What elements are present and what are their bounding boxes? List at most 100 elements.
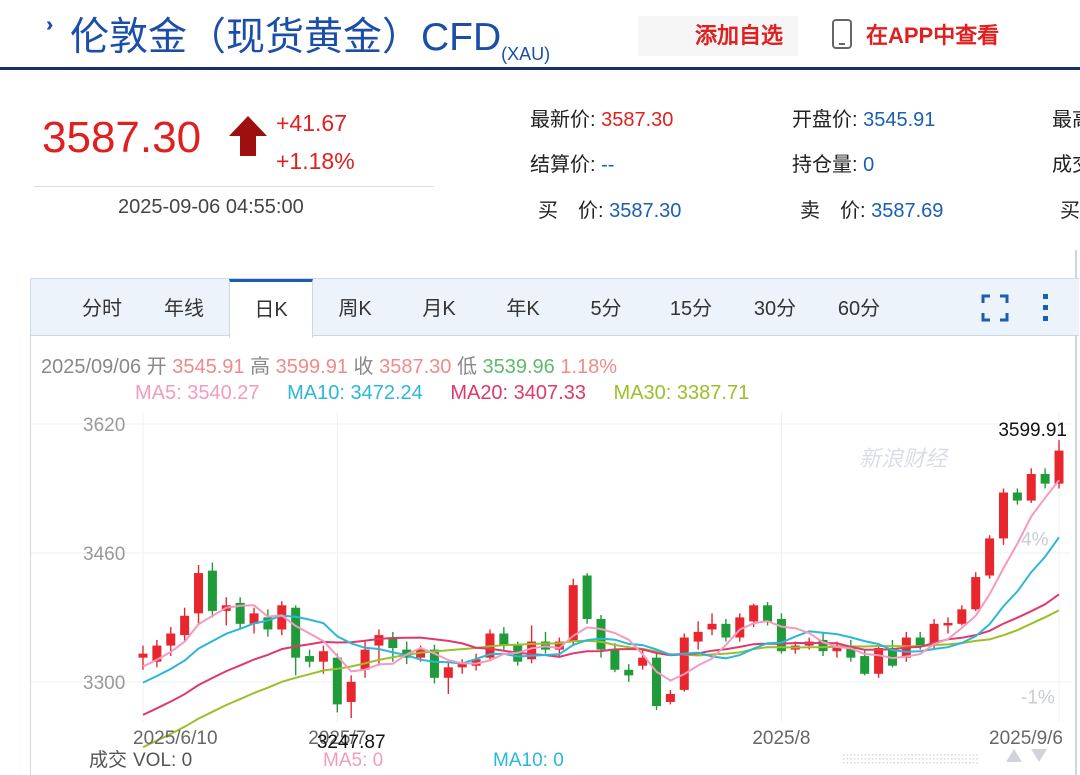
- quote-field-label: 最新价:: [530, 109, 602, 131]
- scroll-dot: [922, 762, 924, 764]
- tab-60min[interactable]: 60分: [837, 298, 881, 320]
- scroll-dot: [879, 762, 881, 764]
- candle-body: [721, 623, 731, 638]
- price-annotation: 3599.91: [998, 420, 1067, 441]
- tab-5min[interactable]: 5分: [590, 298, 622, 320]
- tab-15min[interactable]: 15分: [669, 298, 713, 320]
- scroll-dot: [972, 762, 975, 764]
- scroll-dot: [940, 758, 942, 760]
- candle-body: [318, 651, 328, 662]
- scroll-dot: [947, 762, 949, 764]
- kline-chart[interactable]: 新浪财经 3620 3460 3300 4% -1% 2025/6/10 2025/7 202…: [31, 406, 1076, 775]
- scroll-dot: [951, 758, 953, 760]
- scroll-dot: [943, 762, 946, 764]
- candle-body: [860, 656, 870, 674]
- quote-field-high: 最高: [1052, 103, 1080, 132]
- more-options-icon[interactable]: [1035, 291, 1057, 325]
- scroll-dot: [882, 758, 885, 760]
- scroll-dot: [936, 758, 939, 760]
- price-change: +41.67: [276, 110, 347, 136]
- quote-field-label: 卖 价:: [800, 200, 872, 222]
- scroll-dot: [969, 762, 971, 764]
- info-date: 2025/09/06: [41, 356, 142, 378]
- scroll-dot: [954, 754, 957, 756]
- candle-body: [749, 605, 759, 622]
- fullscreen-icon[interactable]: [981, 294, 1009, 322]
- tab-monthly-k[interactable]: 月K: [422, 298, 456, 320]
- candle-body: [693, 631, 703, 642]
- tab-yearly-k[interactable]: 年K: [506, 298, 540, 320]
- scroll-dot: [886, 758, 888, 760]
- scroll-dot: [922, 758, 924, 760]
- chart-panel: 分时 年线 日K 周K 月K 年K 5分 15分 30分 60分 2025/09…: [30, 278, 1080, 775]
- candle-body: [388, 637, 398, 648]
- tab-timeshare[interactable]: 分时: [82, 298, 122, 320]
- candle-body: [568, 585, 578, 642]
- scroll-dot: [897, 762, 899, 764]
- info-pct: 1.18%: [560, 356, 618, 378]
- tab-year-line[interactable]: 年线: [164, 298, 204, 320]
- candle-body: [457, 664, 467, 668]
- title-main: 伦敦金（现货黄金）CFD: [70, 16, 502, 59]
- candle-body: [263, 617, 273, 630]
- scroll-dot: [922, 754, 924, 756]
- volume-label: 成交: [89, 749, 127, 771]
- scroll-dot: [868, 762, 870, 764]
- scroll-dot: [889, 762, 892, 764]
- scroll-dot: [897, 754, 899, 756]
- scroll-dot: [929, 758, 931, 760]
- scroll-dot: [958, 762, 960, 764]
- candle-body: [971, 577, 981, 610]
- scroll-dot: [900, 762, 903, 764]
- x-tick-label: 2025/7: [308, 728, 366, 749]
- candle-body: [374, 635, 384, 646]
- scroll-dot: [904, 762, 906, 764]
- title-bar: ›› 伦敦金（现货黄金）CFD(XAU) 添加自选 在APP中查看: [0, 0, 1080, 70]
- candle-body: [707, 623, 717, 630]
- tab-weekly-k[interactable]: 周K: [338, 298, 372, 320]
- tab-daily-k[interactable]: 日K: [229, 279, 313, 338]
- axis-labels: 3620 3460 3300 4% -1% 2025/6/10 2025/7 2025/8 20…: [83, 415, 1067, 753]
- info-close-label: 收: [353, 356, 374, 378]
- candle-body: [832, 645, 842, 652]
- price-annotation: 3247.87: [317, 732, 386, 753]
- volume-vol: VOL: 0: [133, 750, 192, 771]
- candle-body: [138, 653, 148, 658]
- candle-body: [249, 613, 259, 624]
- quote-field-label: 最高: [1052, 109, 1080, 131]
- scroll-dot: [911, 754, 913, 756]
- candle-body: [194, 573, 204, 614]
- quote-field-value: 3587.30: [601, 109, 674, 131]
- scroll-dot: [861, 758, 863, 760]
- quote-time: 2025-09-06 04:55:00: [118, 196, 304, 218]
- volume-ma10: MA10: 0: [493, 750, 564, 771]
- scroll-dot: [900, 754, 903, 756]
- quote-field-value: --: [601, 154, 615, 176]
- right-tick-label: 4%: [1021, 529, 1049, 550]
- candle-body: [443, 667, 453, 678]
- scroll-dot: [850, 762, 852, 764]
- scroll-dot: [918, 754, 921, 756]
- x-tick-label: 2025/6/10: [133, 728, 218, 749]
- candle-body: [152, 645, 162, 662]
- ma20-legend: MA20: 3407.33: [450, 382, 586, 404]
- tab-30min[interactable]: 30分: [753, 298, 797, 320]
- scroll-dot: [972, 758, 975, 760]
- candle-body: [582, 575, 592, 619]
- scroll-dot: [889, 754, 892, 756]
- scroll-dot: [879, 758, 881, 760]
- scroll-dot: [846, 754, 849, 756]
- scroll-down-icon: [1031, 749, 1047, 762]
- quote-field-label: 成交: [1052, 154, 1080, 176]
- scroll-dot: [965, 754, 967, 756]
- scroll-dot: [918, 758, 921, 760]
- scroll-dot: [933, 762, 935, 764]
- view-in-app-link[interactable]: 在APP中查看: [866, 23, 1000, 48]
- info-low-label: 低: [456, 356, 477, 378]
- volume-ma5: MA5: 0: [323, 750, 383, 771]
- add-favorite-button[interactable]: 添加自选: [695, 23, 784, 48]
- scroll-dot: [925, 754, 928, 756]
- scroll-dot: [936, 762, 939, 764]
- scroll-dot: [915, 758, 917, 760]
- quote-field-value: 3587.30: [609, 200, 682, 222]
